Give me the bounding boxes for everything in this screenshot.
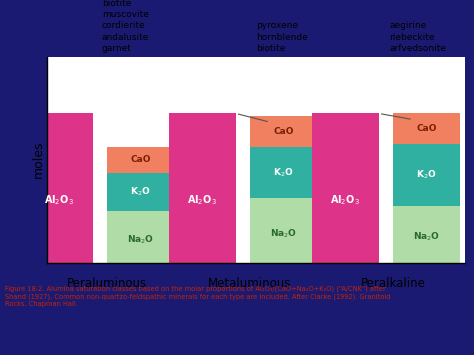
Text: CaO: CaO — [130, 155, 151, 164]
Bar — [107, 147, 174, 173]
Bar — [250, 147, 317, 198]
Text: CaO: CaO — [273, 127, 293, 136]
Text: biotite
muscovite
cordierite
andalusite
garnet: biotite muscovite cordierite andalusite … — [101, 0, 149, 53]
Bar — [169, 114, 236, 263]
Bar — [107, 173, 174, 211]
Text: Na$_2$O: Na$_2$O — [127, 233, 154, 246]
Bar — [26, 114, 93, 263]
Bar — [393, 206, 460, 263]
Text: Peralkaline: Peralkaline — [361, 277, 426, 290]
Text: Figure 18-2. Alumina saturation classes based on the molar proportions of Al₂O₃/: Figure 18-2. Alumina saturation classes … — [5, 286, 390, 307]
Text: K$_2$O: K$_2$O — [130, 186, 151, 198]
Bar — [393, 144, 460, 206]
Text: K$_2$O: K$_2$O — [273, 166, 294, 179]
Text: Al$_2$O$_3$: Al$_2$O$_3$ — [187, 193, 217, 207]
Text: Peraluminous: Peraluminous — [67, 277, 147, 290]
Text: Metaluminous: Metaluminous — [208, 277, 292, 290]
Text: Na$_2$O: Na$_2$O — [270, 228, 297, 240]
Bar — [312, 114, 379, 263]
Text: Al$_2$O$_3$: Al$_2$O$_3$ — [45, 193, 74, 207]
Bar — [107, 211, 174, 263]
Text: aegirine
riebeckite
arfvedsonite: aegirine riebeckite arfvedsonite — [390, 22, 447, 53]
Text: K$_2$O: K$_2$O — [416, 169, 437, 181]
Text: Na$_2$O: Na$_2$O — [413, 231, 440, 244]
Bar — [393, 114, 460, 144]
Bar — [250, 116, 317, 147]
Y-axis label: moles: moles — [32, 141, 45, 179]
Text: Al$_2$O$_3$: Al$_2$O$_3$ — [330, 193, 360, 207]
Text: pyroxene
hornblende
biotite: pyroxene hornblende biotite — [256, 22, 308, 53]
Text: CaO: CaO — [416, 124, 437, 133]
Bar — [250, 198, 317, 263]
